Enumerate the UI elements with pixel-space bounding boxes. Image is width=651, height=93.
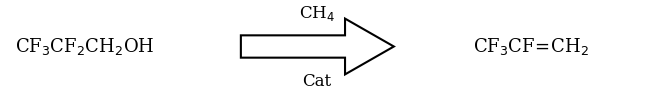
Text: Cat: Cat [303, 73, 331, 90]
Text: CF$_3$CF$_2$CH$_2$OH: CF$_3$CF$_2$CH$_2$OH [15, 36, 154, 57]
Polygon shape [241, 19, 394, 74]
Text: CF$_3$CF$\!=\!$CH$_2$: CF$_3$CF$\!=\!$CH$_2$ [473, 36, 589, 57]
Text: CH$_4$: CH$_4$ [299, 4, 335, 23]
